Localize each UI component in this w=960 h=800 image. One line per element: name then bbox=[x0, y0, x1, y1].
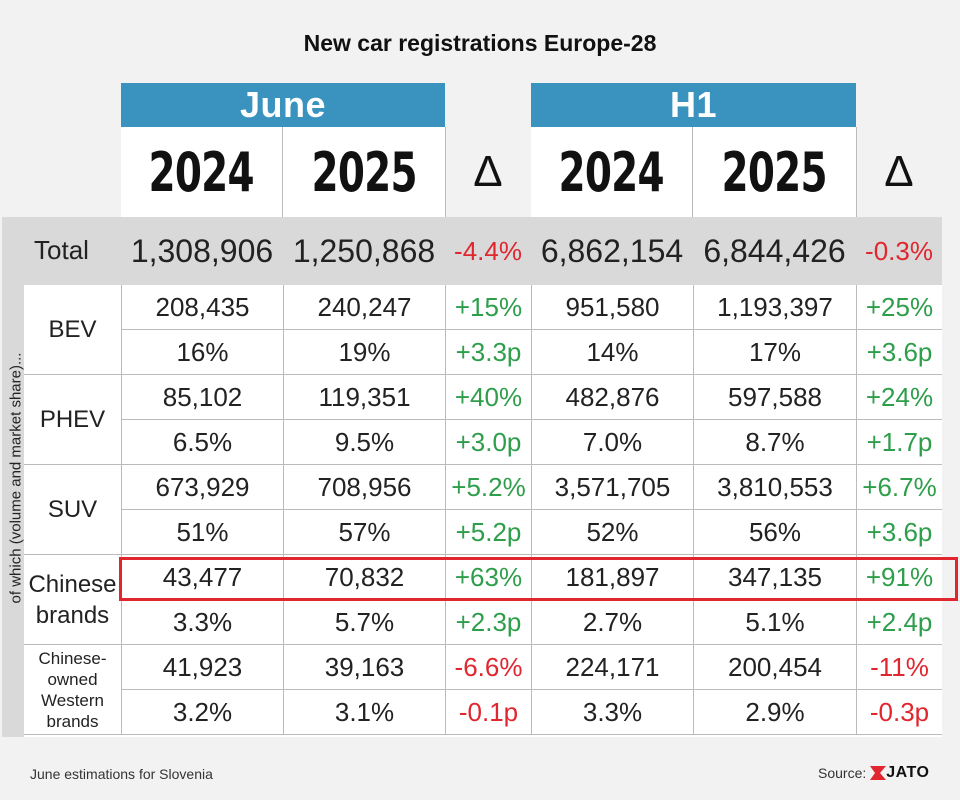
cell-h1-delta: +3.6p bbox=[856, 510, 942, 555]
year-header-june-2025: 2025 bbox=[283, 127, 445, 217]
cell-h1-delta: -0.3p bbox=[856, 690, 942, 735]
data-body bbox=[24, 285, 942, 737]
footnote: June estimations for Slovenia bbox=[30, 766, 213, 782]
chinese-brands-highlight bbox=[119, 557, 958, 601]
cell-june-2024: 51% bbox=[121, 510, 283, 555]
cell-june-2024: 3.2% bbox=[121, 690, 283, 735]
cell-h1-2025: 347,135 bbox=[693, 555, 856, 600]
cell-june-2025: 240,247 bbox=[283, 285, 445, 330]
cell-june-2024: 3.3% bbox=[121, 600, 283, 645]
side-label-column bbox=[2, 285, 24, 737]
cell-june-delta: +5.2p bbox=[445, 510, 531, 555]
cell-h1-2024: 951,580 bbox=[531, 285, 693, 330]
cell-june-2025: 39,163 bbox=[283, 645, 445, 690]
cell-june-delta: +5.2% bbox=[445, 465, 531, 510]
cell-june-2025: 19% bbox=[283, 330, 445, 375]
delta-header-h1: Δ bbox=[884, 147, 914, 196]
cell-h1-2025: 8.7% bbox=[693, 420, 856, 465]
source-label: Source: bbox=[818, 765, 867, 781]
header-divider bbox=[856, 127, 857, 217]
jato-logo: JATO bbox=[870, 764, 929, 782]
group-label: Chinese brands bbox=[28, 570, 117, 629]
cell-h1-2024: 2.7% bbox=[531, 600, 693, 645]
group-divider bbox=[24, 644, 942, 645]
cell-h1-2024: 3,571,705 bbox=[531, 465, 693, 510]
total-row-label: Total bbox=[34, 235, 89, 266]
cell-june-2024: 16% bbox=[121, 330, 283, 375]
period-june-header: June bbox=[121, 83, 445, 127]
delta-header-june: Δ bbox=[473, 147, 503, 196]
total-h1-delta: -0.3% bbox=[865, 235, 933, 266]
cell-june-2024: 43,477 bbox=[121, 555, 283, 600]
cell-june-delta: -0.1p bbox=[445, 690, 531, 735]
group-divider bbox=[24, 464, 942, 465]
cell-june-delta: +3.3p bbox=[445, 330, 531, 375]
side-label: of which (volume and market share)... bbox=[7, 352, 25, 604]
jato-flag-icon bbox=[870, 766, 887, 780]
cell-june-delta: +40% bbox=[445, 375, 531, 420]
cell-june-2024: 673,929 bbox=[121, 465, 283, 510]
group-label: SUV bbox=[47, 496, 98, 524]
cell-h1-delta: +2.4p bbox=[856, 600, 942, 645]
group-label: PHEV bbox=[39, 406, 106, 434]
cell-june-2025: 3.1% bbox=[283, 690, 445, 735]
chart-title: New car registrations Europe-28 bbox=[303, 30, 657, 56]
year-header-h1-2025: 2025 bbox=[693, 127, 856, 217]
cell-h1-2024: 7.0% bbox=[531, 420, 693, 465]
cell-june-delta: +3.0p bbox=[445, 420, 531, 465]
cell-june-2024: 41,923 bbox=[121, 645, 283, 690]
year-header-june-2024: 2024 bbox=[121, 127, 283, 217]
group-label: Chinese-owned Western brands bbox=[38, 648, 107, 732]
source: Source: JATO bbox=[818, 764, 929, 782]
cell-june-2025: 119,351 bbox=[283, 375, 445, 420]
cell-h1-2024: 3.3% bbox=[531, 690, 693, 735]
cell-h1-2024: 181,897 bbox=[531, 555, 693, 600]
cell-h1-2025: 3,810,553 bbox=[693, 465, 856, 510]
cell-h1-delta: +25% bbox=[856, 285, 942, 330]
total-h1-2024: 6,862,154 bbox=[540, 232, 684, 269]
cell-h1-delta: +6.7% bbox=[856, 465, 942, 510]
cell-june-2024: 208,435 bbox=[121, 285, 283, 330]
total-june-delta: -4.4% bbox=[454, 235, 522, 266]
cell-june-2025: 9.5% bbox=[283, 420, 445, 465]
cell-h1-delta: -11% bbox=[856, 645, 942, 690]
group-divider bbox=[24, 734, 942, 735]
header-divider bbox=[445, 127, 446, 217]
cell-h1-2024: 52% bbox=[531, 510, 693, 555]
cell-h1-delta: +1.7p bbox=[856, 420, 942, 465]
cell-june-2024: 85,102 bbox=[121, 375, 283, 420]
cell-h1-2025: 1,193,397 bbox=[693, 285, 856, 330]
total-june-2024: 1,308,906 bbox=[130, 232, 274, 269]
total-h1-2025: 6,844,426 bbox=[703, 232, 846, 269]
cell-h1-delta: +3.6p bbox=[856, 330, 942, 375]
cell-june-delta: -6.6% bbox=[445, 645, 531, 690]
cell-h1-2024: 224,171 bbox=[531, 645, 693, 690]
cell-h1-2025: 2.9% bbox=[693, 690, 856, 735]
year-header-h1-2024: 2024 bbox=[531, 127, 693, 217]
cell-h1-2025: 5.1% bbox=[693, 600, 856, 645]
cell-h1-2025: 17% bbox=[693, 330, 856, 375]
cell-h1-2025: 200,454 bbox=[693, 645, 856, 690]
cell-june-2025: 57% bbox=[283, 510, 445, 555]
cell-h1-2025: 597,588 bbox=[693, 375, 856, 420]
cell-june-2024: 6.5% bbox=[121, 420, 283, 465]
cell-june-delta: +2.3p bbox=[445, 600, 531, 645]
group-divider bbox=[24, 374, 942, 375]
cell-h1-2024: 482,876 bbox=[531, 375, 693, 420]
total-june-2025: 1,250,868 bbox=[292, 232, 436, 269]
cell-june-delta: +15% bbox=[445, 285, 531, 330]
cell-h1-2024: 14% bbox=[531, 330, 693, 375]
cell-h1-delta: +24% bbox=[856, 375, 942, 420]
group-divider bbox=[24, 554, 942, 555]
total-row-bg bbox=[2, 217, 942, 285]
cell-june-2025: 708,956 bbox=[283, 465, 445, 510]
group-label: BEV bbox=[48, 316, 97, 344]
cell-june-2025: 5.7% bbox=[283, 600, 445, 645]
cell-h1-2025: 56% bbox=[693, 510, 856, 555]
period-h1-header: H1 bbox=[531, 83, 856, 127]
